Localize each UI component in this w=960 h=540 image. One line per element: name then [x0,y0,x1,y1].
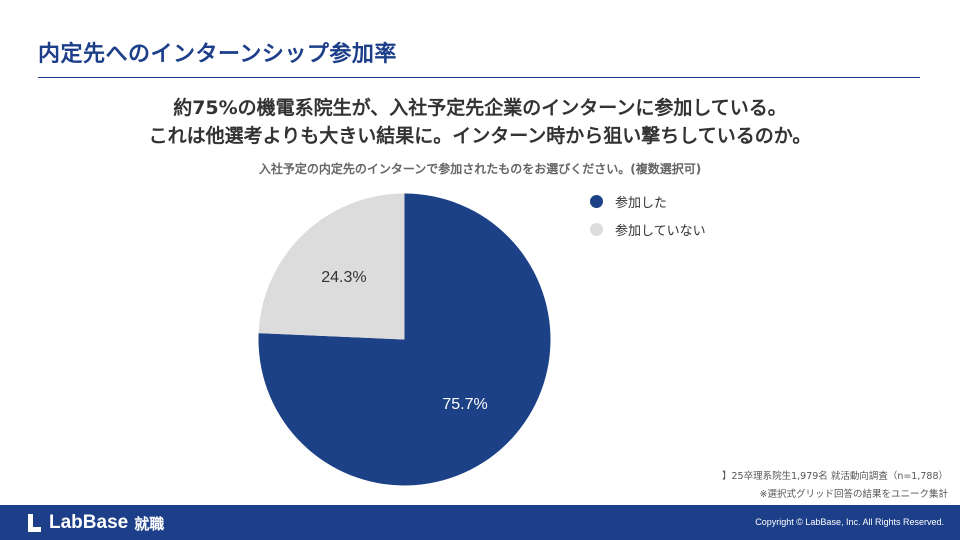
copyright-text: Copyright © LabBase, Inc. All Rights Res… [755,517,944,527]
labbase-logo-icon [25,513,43,533]
pie-slice-not-participated [258,193,405,340]
labbase-logo: LabBase 就職 [25,512,164,534]
legend-item-participated: 参加した [590,192,706,211]
source-note-method: ※選択式グリッド回答の結果をユニーク集計 [759,489,948,500]
source-note-survey: 】25卒理系院生1,979名 就活動向調査（n=1,788） [722,471,948,482]
headline-line-1: 約75%の機電系院生が、入社予定先企業のインターンに参加している。 [173,97,787,119]
title-divider [38,77,920,78]
source-notes: 】25卒理系院生1,979名 就活動向調査（n=1,788） ※選択式グリッド回… [722,468,948,504]
chart-title: 入社予定の内定先のインターンで参加されたものをお選びください。(複数選択可) [258,162,702,176]
headline-line-2: これは他選考よりも大きい結果に。インターン時から狙い撃ちしているのか。 [148,125,812,147]
footer-bar: LabBase 就職 Copyright © LabBase, Inc. All… [0,505,960,540]
slide-title: 内定先へのインターンシップ参加率 [38,42,397,67]
legend-label-not-participated: 参加していない [615,223,706,239]
pie-chart: 75.7% 24.3% [258,193,551,486]
logo-text: LabBase [49,512,129,533]
legend-item-not-participated: 参加していない [590,220,706,239]
pie-label-participated: 75.7% [442,396,487,413]
legend-swatch-not-participated [590,222,603,236]
logo-subtext: 就職 [134,514,165,533]
pie-label-not-participated: 24.3% [321,269,366,286]
chart-legend: 参加した 参加していない [590,192,706,248]
legend-swatch-participated [590,194,603,208]
legend-label-participated: 参加した [615,195,668,211]
